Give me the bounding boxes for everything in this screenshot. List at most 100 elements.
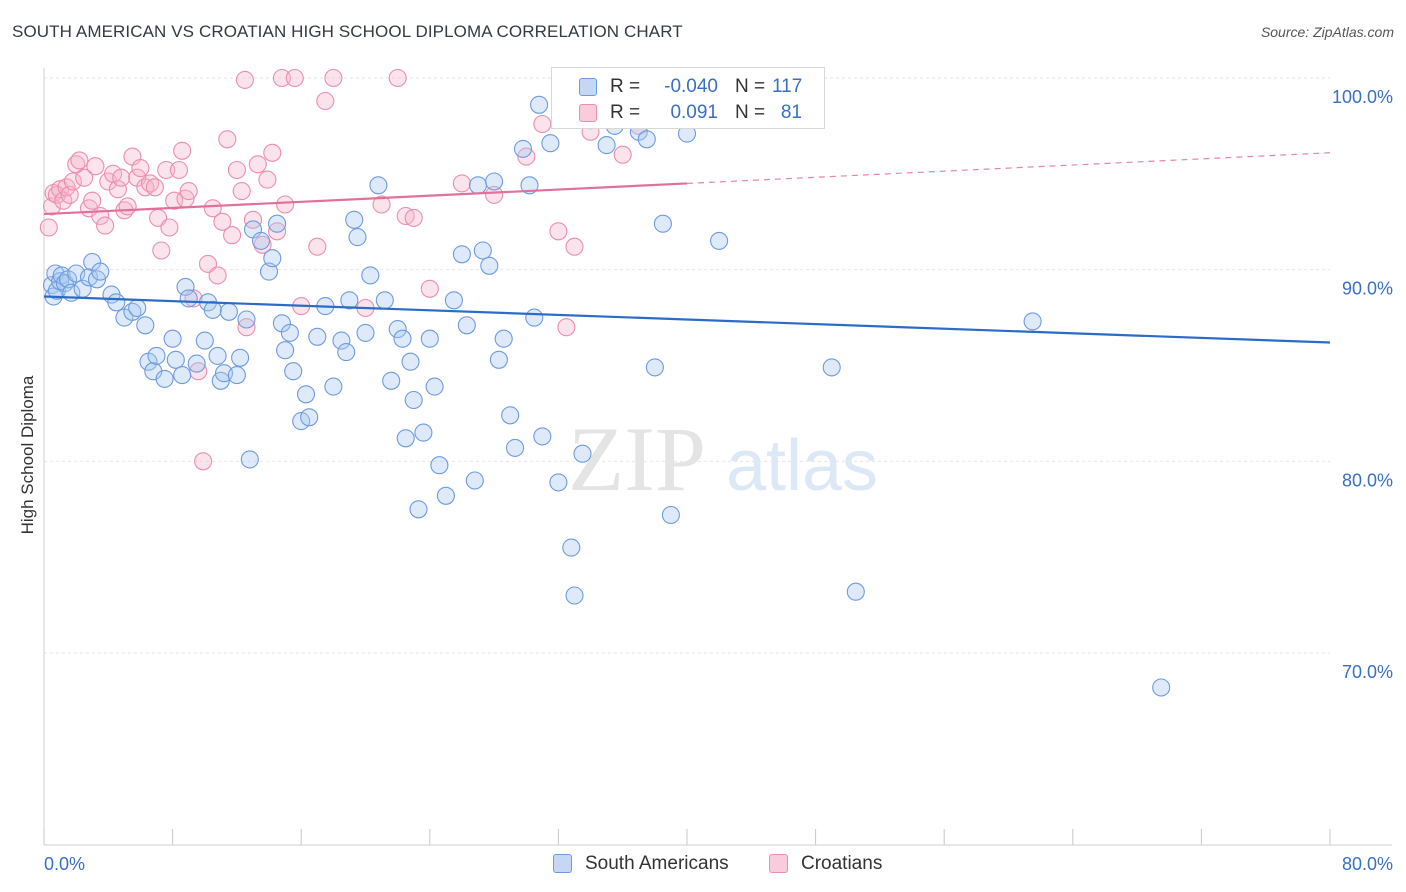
croatians-point	[404, 208, 423, 227]
south-americans-point	[513, 139, 533, 158]
south-americans-point	[473, 241, 492, 260]
croatians-point	[152, 241, 171, 260]
legend-r-label: R =	[610, 76, 641, 97]
croatians-point	[485, 185, 504, 204]
croatians-point	[83, 191, 102, 210]
south-americans-point	[237, 310, 256, 329]
south-americans-point	[420, 329, 439, 348]
south-americans-point	[166, 350, 185, 369]
croatians-point	[613, 145, 632, 164]
croatians-point	[258, 170, 277, 189]
south-americans-point	[107, 293, 126, 312]
croatians-point	[42, 197, 62, 216]
croatians-point	[232, 182, 251, 201]
croatians-point	[118, 197, 137, 216]
south-americans-point	[505, 438, 525, 457]
y-tick-label: 90.0%	[1342, 279, 1393, 299]
watermark-atlas: atlas	[726, 426, 878, 506]
bottom-legend-label: South Americans	[585, 853, 729, 874]
south-americans-point	[147, 346, 166, 365]
x-tick-label: 0.0%	[44, 854, 85, 874]
south-americans-point	[525, 308, 544, 327]
south-americans-point	[661, 505, 680, 525]
y-tick-label: 80.0%	[1342, 470, 1393, 490]
south-americans-point	[356, 323, 375, 342]
chart-title: SOUTH AMERICAN VS CROATIAN HIGH SCHOOL D…	[12, 22, 683, 41]
croatians-trend-line-extension	[686, 152, 1331, 185]
legend-n-label: N =	[735, 102, 766, 123]
south-americans-point	[501, 406, 520, 425]
south-americans-point	[195, 331, 214, 350]
south-americans-point	[565, 586, 584, 605]
trend-lines	[43, 152, 1331, 344]
croatians-point	[203, 199, 222, 218]
legend-r-label: R =	[610, 102, 641, 123]
south-americans-point	[259, 262, 279, 281]
south-americans-point	[382, 371, 401, 390]
croatians-point	[235, 70, 254, 89]
south-americans-point	[409, 500, 428, 519]
south-americans-point	[369, 176, 388, 195]
croatians-point	[243, 210, 263, 229]
bottom-legend-swatch-pink	[769, 854, 788, 873]
south-americans-point	[653, 214, 672, 233]
croatians-point	[565, 237, 584, 256]
croatians-point	[112, 168, 131, 187]
south-americans-point	[452, 245, 471, 264]
south-americans-point	[530, 95, 549, 114]
tick-labels: 70.0% 80.0% 90.0% 100.0% 0.0% 80.0%	[44, 87, 1393, 874]
legend-n-label: N =	[735, 76, 766, 97]
south-americans-point	[251, 231, 271, 250]
bottom-legend-label: Croatians	[801, 853, 883, 874]
croatians-point	[75, 168, 94, 187]
south-americans-point	[375, 291, 394, 310]
south-americans-point	[430, 456, 449, 475]
croatians-point	[165, 191, 184, 210]
south-americans-point	[480, 256, 499, 275]
croatians-point	[60, 185, 79, 204]
croatians-trend-line	[43, 182, 688, 216]
south-americans-point	[179, 289, 198, 308]
south-americans-point	[231, 348, 250, 367]
legend-row-croatians: R = 0.091 N = 81	[552, 99, 826, 127]
south-americans-point	[645, 358, 664, 377]
croatians-point	[268, 222, 287, 241]
croatians-point	[227, 160, 246, 180]
croatians-point	[372, 195, 391, 214]
watermark: ZIP atlas	[568, 408, 878, 510]
croatians-point	[549, 222, 568, 241]
legend-n-value: 81	[780, 102, 802, 123]
south-americans-point	[263, 249, 282, 268]
croatians-point	[452, 174, 471, 193]
south-americans-point	[203, 300, 222, 319]
south-americans-point	[533, 427, 552, 446]
south-americans-point	[208, 346, 227, 365]
croatians-point	[131, 159, 150, 178]
croatians-point	[285, 68, 304, 88]
south-americans-point	[425, 377, 444, 396]
south-americans-point	[401, 352, 420, 371]
axis-layer	[43, 68, 1392, 846]
south-americans-points	[42, 68, 1171, 697]
croatians-point	[388, 68, 407, 88]
croatians-point	[316, 91, 335, 111]
south-americans-point	[436, 486, 455, 505]
south-americans-point	[332, 331, 351, 350]
croatians-point	[169, 160, 189, 180]
croatians-point	[237, 318, 256, 337]
south-americans-point	[404, 390, 423, 410]
croatians-point	[223, 226, 242, 245]
south-americans-point	[1023, 312, 1042, 331]
south-americans-point	[637, 130, 656, 149]
croatians-point	[160, 218, 179, 237]
source-label: Source: ZipAtlas.com	[1260, 24, 1394, 40]
croatians-point	[173, 141, 192, 160]
legend-r-value: -0.040	[664, 76, 718, 97]
legend-swatch-pink	[579, 104, 597, 122]
x-tick-label: 80.0%	[1342, 854, 1393, 874]
croatians-point	[420, 279, 439, 298]
south-americans-point	[549, 473, 568, 492]
south-americans-point	[308, 327, 327, 346]
south-americans-point	[573, 444, 592, 463]
stats-legend: R = -0.040 N = 117 R = 0.091 N = 81	[551, 67, 825, 129]
